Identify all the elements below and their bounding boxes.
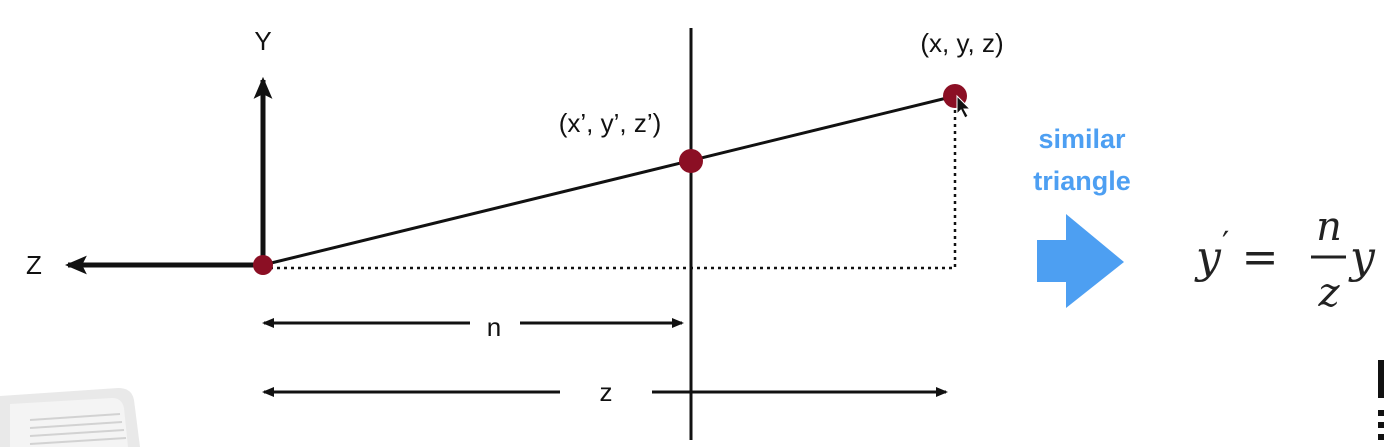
note-line-1: similar <box>1038 124 1126 154</box>
formula-equals: = <box>1242 232 1279 283</box>
formula: y ′ = n z y <box>1194 204 1376 316</box>
z-distance-label: z <box>600 377 613 407</box>
cursor-icon <box>956 94 972 119</box>
formula-denominator: z <box>1317 270 1340 316</box>
projection-ray <box>262 94 956 267</box>
z-axis-label: Z <box>26 250 42 280</box>
projected-point-label: (x’, y’, z’) <box>559 108 662 138</box>
projected-point <box>679 149 703 173</box>
formula-prime: ′ <box>1222 224 1229 262</box>
n-distance-label: n <box>487 312 501 342</box>
formula-numerator: n <box>1316 204 1342 250</box>
origin-point <box>253 255 273 275</box>
overlay-edge-mark <box>1378 360 1384 440</box>
overlay-thumbnail <box>0 388 140 447</box>
note-line-2: triangle <box>1033 166 1131 196</box>
right-arrow-icon <box>1037 214 1124 308</box>
formula-rhs: y <box>1348 232 1376 283</box>
far-point-label: (x, y, z) <box>920 28 1003 58</box>
y-axis-label: Y <box>254 26 271 56</box>
formula-lhs: y <box>1194 232 1222 283</box>
